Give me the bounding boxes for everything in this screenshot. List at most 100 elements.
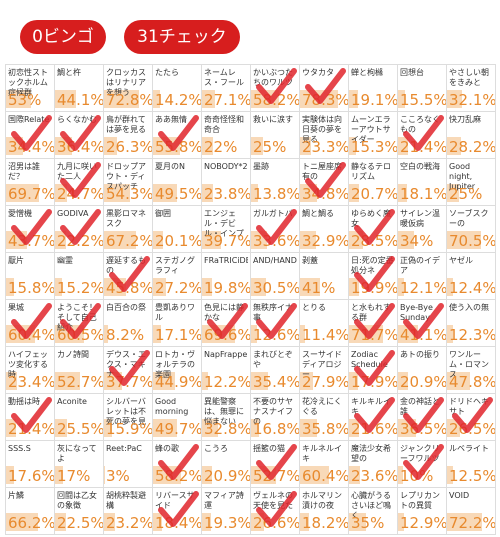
cell[interactable]: FRaTRICiDE 19.8% bbox=[202, 253, 251, 300]
cell[interactable]: 墨跡 13.8% bbox=[251, 159, 300, 206]
cell[interactable]: クロッカスはリナリアを想う 72.8% bbox=[104, 65, 153, 112]
cell[interactable]: 日:死の定番処分ネ 19.9% bbox=[349, 253, 398, 300]
cell[interactable]: 異能警察は、無罪に悩まない 32.8% bbox=[202, 394, 251, 441]
cell[interactable]: VOID 72.2% bbox=[447, 488, 496, 535]
cell[interactable]: あトの振り 20.9% bbox=[398, 347, 447, 394]
cell[interactable]: 鯛と鯛る 32.9% bbox=[300, 206, 349, 253]
cell[interactable]: 快刀乱麻 28.2% bbox=[447, 112, 496, 159]
cell[interactable]: ドリドヘキサト 26.5% bbox=[447, 394, 496, 441]
cell[interactable]: 実験体は向日葵の夢を見る 23.3% bbox=[300, 112, 349, 159]
cell[interactable]: 不要のサヤナスナイフの 16.8% bbox=[251, 394, 300, 441]
cell[interactable]: 揺籃の猫 52.7% bbox=[251, 441, 300, 488]
cell[interactable]: 回想台 15.5% bbox=[398, 65, 447, 112]
cell[interactable]: 夏月のN 49.5% bbox=[153, 159, 202, 206]
cell[interactable]: 正偽のイデア 12.1% bbox=[398, 253, 447, 300]
cell[interactable]: 使う入の無 12.3% bbox=[447, 300, 496, 347]
cell[interactable]: 遅延するもの 45.8% bbox=[104, 253, 153, 300]
cell[interactable]: Good night, Jupiter 25% bbox=[447, 159, 496, 206]
cell[interactable]: マフィア詩運 19.3% bbox=[202, 488, 251, 535]
cell[interactable]: 救いに涙す 25% bbox=[251, 112, 300, 159]
cell[interactable]: 幽霊 15.2% bbox=[55, 253, 104, 300]
cell[interactable]: キルキルイキ 21.6% bbox=[349, 394, 398, 441]
cell[interactable]: 魔法少女希望の 23.6% bbox=[349, 441, 398, 488]
cell[interactable]: こうろ 20.9% bbox=[202, 441, 251, 488]
cell[interactable]: 無秩序イナ事 12.6% bbox=[251, 300, 300, 347]
cell[interactable]: Bye-Bye Sunday 41.1% bbox=[398, 300, 447, 347]
cell[interactable]: 厭片 15.8% bbox=[6, 253, 55, 300]
cell[interactable]: 豊凱ありワル 17.1% bbox=[153, 300, 202, 347]
cell[interactable]: 回闘は乙女の象徴 22.5% bbox=[55, 488, 104, 535]
cell[interactable]: かいぶつたちのワルツ 58.2% bbox=[251, 65, 300, 112]
cell[interactable]: リバースサイド 18.4% bbox=[153, 488, 202, 535]
cell[interactable]: 奇奇怪怪和奇合 22% bbox=[202, 112, 251, 159]
cell[interactable]: トニ屋座席有の 34.8% bbox=[300, 159, 349, 206]
cell[interactable]: カノ詩間 52.7% bbox=[55, 347, 104, 394]
cell[interactable]: ウタカタ 78.3% bbox=[300, 65, 349, 112]
cell[interactable]: 白百合の祭 8.2% bbox=[104, 300, 153, 347]
cell[interactable]: 愛憎機 43.7% bbox=[6, 206, 55, 253]
cell[interactable]: 九月に咲いた二人 24.7% bbox=[55, 159, 104, 206]
cell[interactable]: 初恋性ストックホルム症候群 53% bbox=[6, 65, 55, 112]
cell[interactable]: ヴェルネの天使を見た 26.6% bbox=[251, 488, 300, 535]
cell[interactable]: 果城 60.4% bbox=[6, 300, 55, 347]
cell[interactable]: 静なるテロリズム 20.7% bbox=[349, 159, 398, 206]
cell[interactable]: ハイフェッツ変化する時 23.4% bbox=[6, 347, 55, 394]
cell[interactable]: こころなくもの 21.4% bbox=[398, 112, 447, 159]
cell[interactable]: ガルガトバ 33.6% bbox=[251, 206, 300, 253]
cell[interactable]: Reet:PaC 3% bbox=[104, 441, 153, 488]
cell[interactable]: ああ無情 55.8% bbox=[153, 112, 202, 159]
cell[interactable]: シルバーバレットは不死の夢を見る15.9% bbox=[104, 394, 153, 441]
cell[interactable]: 御囲 20.1% bbox=[153, 206, 202, 253]
cell[interactable]: 金の神話と誰 36.5% bbox=[398, 394, 447, 441]
cell[interactable]: 胡桃粋製避構 23.2% bbox=[104, 488, 153, 535]
cell[interactable]: ムーンエラーアウトサイダー 15.3% bbox=[349, 112, 398, 159]
cell[interactable]: スーサイドディアロジー 27.9% bbox=[300, 347, 349, 394]
check-count[interactable]: 31チェック bbox=[124, 20, 240, 54]
cell[interactable]: 灰になってよ 17% bbox=[55, 441, 104, 488]
cell[interactable]: 心臓がうるさいほど鳴く 35% bbox=[349, 488, 398, 535]
cell[interactable]: NapFrappe 12.2% bbox=[202, 347, 251, 394]
cell[interactable]: 空白の戦海 18.1% bbox=[398, 159, 447, 206]
cell[interactable]: NOBODY*2 23.8% bbox=[202, 159, 251, 206]
cell[interactable]: 剥蓋 41% bbox=[300, 253, 349, 300]
cell[interactable]: 花冷えにくぐる 35.8% bbox=[300, 394, 349, 441]
cell[interactable]: ステガノグラフィ 27.2% bbox=[153, 253, 202, 300]
cell[interactable]: らくなかむ 36.4% bbox=[55, 112, 104, 159]
cell[interactable]: SSS.S 17.6% bbox=[6, 441, 55, 488]
cell[interactable]: 蜂の歌 58.2% bbox=[153, 441, 202, 488]
cell[interactable]: サイレン温暖仮病 34% bbox=[398, 206, 447, 253]
cell[interactable]: レプリカントの異質 12.9% bbox=[398, 488, 447, 535]
cell[interactable]: 国際Relate 34.4% bbox=[6, 112, 55, 159]
cell[interactable]: ネームレス・フール 27.1% bbox=[202, 65, 251, 112]
cell[interactable]: ホルマリン漬けの夜 18.2% bbox=[300, 488, 349, 535]
cell[interactable]: 鯛と杵 44.1% bbox=[55, 65, 104, 112]
cell[interactable]: やさしい朝をきみと 32.1% bbox=[447, 65, 496, 112]
cell[interactable]: 沼男は誰だ？ 69.7% bbox=[6, 159, 55, 206]
cell[interactable]: と水もれする群 71.7% bbox=[349, 300, 398, 347]
cell[interactable]: ゆらめく魔女 28.5% bbox=[349, 206, 398, 253]
cell[interactable]: 動揺は時 21.4% bbox=[6, 394, 55, 441]
cell[interactable]: AND/HAND 30.5% bbox=[251, 253, 300, 300]
cell[interactable]: 蝉と枸櫞 19.1% bbox=[349, 65, 398, 112]
cell[interactable]: ロトカ・ヴォルテラの楽園 44.9% bbox=[153, 347, 202, 394]
cell[interactable]: ようこそ！そして自己紹介 60.5% bbox=[55, 300, 104, 347]
cell[interactable]: ドロップアウト・ディスパッチ 54.3% bbox=[104, 159, 153, 206]
cell[interactable]: 鳥が群れては夢を見る 26.3% bbox=[104, 112, 153, 159]
cell[interactable]: とりる 11.4% bbox=[300, 300, 349, 347]
cell[interactable]: まれびとぞや 35.4% bbox=[251, 347, 300, 394]
cell[interactable]: Aconite 25.5% bbox=[55, 394, 104, 441]
bingo-count[interactable]: 0ビンゴ bbox=[20, 20, 106, 54]
cell[interactable]: たたら 14.2% bbox=[153, 65, 202, 112]
cell[interactable]: ルベライト 12.5% bbox=[447, 441, 496, 488]
cell[interactable]: ヤゼル 12.4% bbox=[447, 253, 496, 300]
cell[interactable]: GODIVA 22.2% bbox=[55, 206, 104, 253]
cell[interactable]: Good morning 49.7% bbox=[153, 394, 202, 441]
cell[interactable]: ソーブスクーの 70.5% bbox=[447, 206, 496, 253]
cell[interactable]: デウス・エクス・マキナ 37.7% bbox=[104, 347, 153, 394]
cell[interactable]: 黒影ロマネスク 67.2% bbox=[104, 206, 153, 253]
cell[interactable]: ワンルーム・ロマンス 47.8% bbox=[447, 347, 496, 394]
cell[interactable]: Zodiac Schedule 17.9% bbox=[349, 347, 398, 394]
cell[interactable]: キルネルイキ 60.4% bbox=[300, 441, 349, 488]
cell[interactable]: 色見には静かな 69.6% bbox=[202, 300, 251, 347]
cell[interactable]: ジャンクリーフワルツ 10% bbox=[398, 441, 447, 488]
